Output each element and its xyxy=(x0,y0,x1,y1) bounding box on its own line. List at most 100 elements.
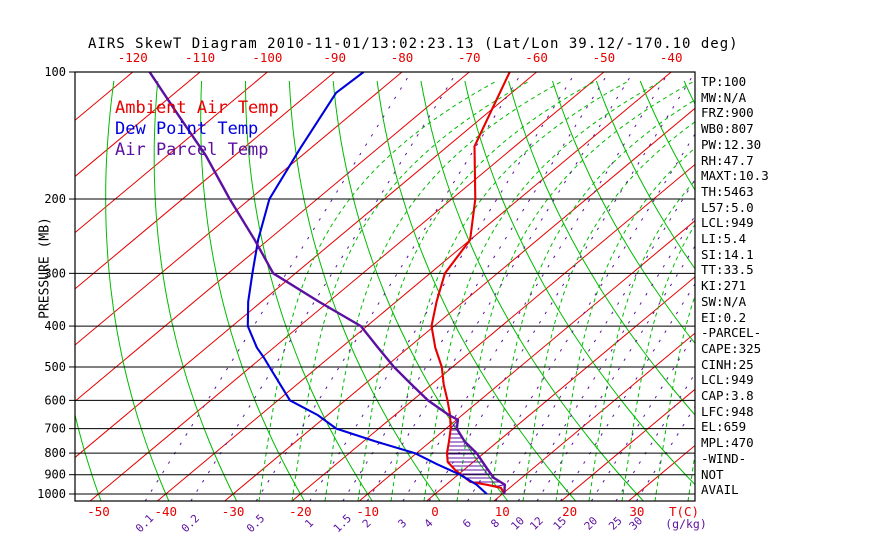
temp-bottom-tick-label: -10 xyxy=(356,504,379,519)
temp-bottom-tick-label: 30 xyxy=(629,504,644,519)
mixing-ratio-label: 20 xyxy=(582,514,601,533)
legend-purple: Air Parcel Temp xyxy=(115,140,269,160)
moist-adiabat-line xyxy=(258,80,497,501)
temp-bottom-tick-label: -50 xyxy=(87,504,110,519)
mixing-ratio-label: 12 xyxy=(527,514,546,533)
panel-line: SW:N/A xyxy=(701,293,747,309)
panel-line: CAPE:325 xyxy=(701,340,762,356)
moist-adiabat-line xyxy=(654,294,695,501)
dry-adiabat-line xyxy=(552,80,695,345)
air-parcel-temp-curve xyxy=(148,72,506,495)
mixing-ratio-line xyxy=(309,72,577,501)
panel-line: CAP:3.8 xyxy=(701,388,754,404)
panel-line: LI:5.4 xyxy=(701,231,747,247)
moist-adiabat-line xyxy=(357,80,596,501)
pressure-tick-label: 700 xyxy=(44,422,66,436)
moist-adiabat-line xyxy=(291,80,530,501)
panel-line: TP:100 xyxy=(701,74,747,89)
mixing-ratio-label: 6 xyxy=(460,517,474,531)
dry-adiabat-line xyxy=(639,80,695,191)
dry-adiabat-line xyxy=(772,81,870,501)
mixing-ratio-line xyxy=(428,72,695,501)
panel-line: AVAIL xyxy=(701,482,739,498)
panel-line: EL:659 xyxy=(701,419,747,435)
moist-adiabat-line xyxy=(423,80,662,501)
isotherm-line xyxy=(493,332,695,501)
temp-bottom-tick-label: -30 xyxy=(222,504,245,519)
temp-bottom-tick-label: -20 xyxy=(289,504,312,519)
dry-adiabat-line xyxy=(105,80,170,501)
isotherm-line xyxy=(358,220,695,501)
panel-line: EI:0.2 xyxy=(701,309,747,325)
isotherm-line xyxy=(75,72,201,178)
panel-line: -WIND- xyxy=(701,450,747,466)
panel-line: CINH:25 xyxy=(701,356,754,372)
temp-bottom-tick-label: 20 xyxy=(562,504,577,519)
temp-top-tick-label: -50 xyxy=(593,50,616,65)
moist-adiabat-line xyxy=(588,179,695,501)
moist-adiabat-line xyxy=(489,99,695,501)
temp-top-tick-label: -90 xyxy=(323,50,346,65)
isotherm-line xyxy=(0,72,65,501)
temp-top-tick-label: -40 xyxy=(660,50,683,65)
isotherm-line xyxy=(75,72,134,121)
plot-border xyxy=(74,71,696,502)
legend: Ambient Air Temp Dew Point Temp Air Parcel… xyxy=(115,98,279,161)
isotherm-line xyxy=(157,72,672,501)
moist-adiabat-line xyxy=(555,147,695,501)
dry-adiabat-line xyxy=(464,80,695,486)
panel-line: MPL:470 xyxy=(701,435,754,451)
pressure-tick-label: 200 xyxy=(44,192,66,206)
isotherm-line xyxy=(75,72,403,346)
moist-adiabat-line xyxy=(456,80,695,501)
mixing-ratio-label: 10 xyxy=(508,514,527,533)
panel-line: NOT xyxy=(701,466,724,482)
isotherm-line xyxy=(224,107,695,501)
temp-bottom-tick-label: -40 xyxy=(155,504,178,519)
mixing-ratio-line xyxy=(467,133,695,501)
temp-top-tick-label: -100 xyxy=(252,50,282,65)
isotherm-line xyxy=(75,72,470,402)
pressure-tick-label: 300 xyxy=(44,266,66,280)
pressure-tick-label: 900 xyxy=(44,468,66,482)
panel-line: TT:33.5 xyxy=(701,262,754,278)
panel-line: SI:14.1 xyxy=(701,246,754,262)
mixing-ratio-label: 0.1 xyxy=(133,512,156,535)
pressure-axis-title: PRESSURE (MB) xyxy=(37,217,53,319)
panel-line: MW:N/A xyxy=(701,89,747,105)
isotherm-line xyxy=(89,72,605,501)
moist-adiabat-line xyxy=(621,223,695,501)
mixing-ratio-label: 0.2 xyxy=(179,512,202,535)
mixing-ratio-label: 0.5 xyxy=(244,512,267,535)
pressure-tick-label: 400 xyxy=(44,319,66,333)
legend-blue: Dew Point Temp xyxy=(115,119,259,139)
temp-top-tick-label: -60 xyxy=(525,50,548,65)
panel-line: WB0:807 xyxy=(701,121,754,137)
pressure-tick-label: 500 xyxy=(44,360,66,374)
isotherm-line xyxy=(75,72,336,290)
isotherm-line xyxy=(291,163,695,501)
isotherm-line xyxy=(560,388,695,501)
temp-top-tick-label: -120 xyxy=(118,50,148,65)
panel-line: L57:5.0 xyxy=(701,199,754,215)
temp-unit-label: T(C) xyxy=(669,504,699,519)
panel-line: LCL:949 xyxy=(701,372,754,388)
panel-line: LFC:948 xyxy=(701,403,754,419)
legend-red: Ambient Air Temp xyxy=(115,98,279,118)
moist-adiabat-line xyxy=(522,121,695,501)
pressure-tick-label: 600 xyxy=(44,393,66,407)
temp-top-tick-label: -70 xyxy=(458,50,481,65)
mixing-ratio-label: 3 xyxy=(395,517,409,531)
temp-bottom-tick-label: 10 xyxy=(495,504,510,519)
mixing-ratio-label: 1.5 xyxy=(331,512,354,535)
grid-layer xyxy=(0,72,870,501)
dry-adiabat-line xyxy=(153,80,238,501)
dew-point-temp-curve xyxy=(246,72,488,495)
temp-top-tick-label: -80 xyxy=(391,50,414,65)
panel-line: TH:5463 xyxy=(701,183,754,199)
isotherm-line xyxy=(75,72,268,234)
isotherm-line xyxy=(426,276,695,501)
stats-panel: TP:100 MW:N/A FRZ:900 WB0:807 PW:12.30 RH:47.… xyxy=(701,74,769,498)
